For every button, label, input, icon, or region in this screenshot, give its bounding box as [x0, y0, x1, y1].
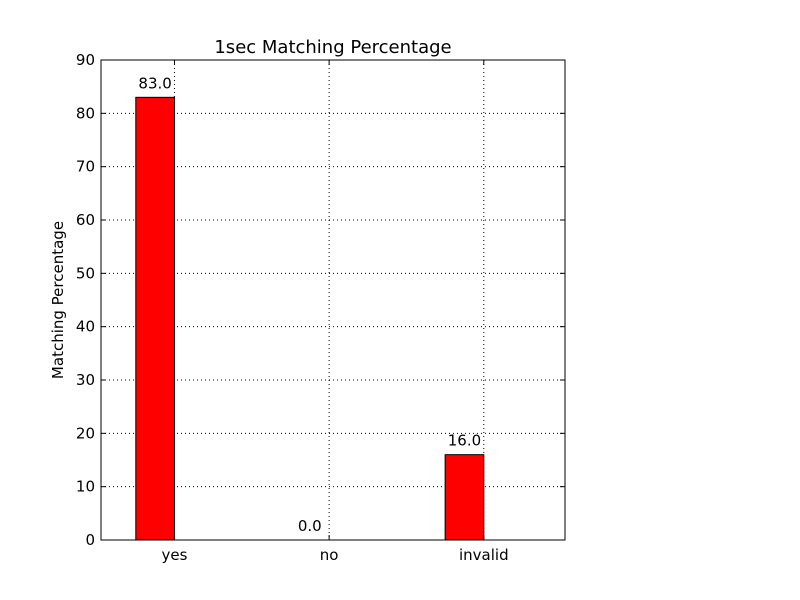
- bar-yes: [135, 96, 175, 541]
- y-tick-label: 80: [76, 104, 95, 122]
- y-tick-label: 10: [76, 478, 95, 496]
- chart-title: 1sec Matching Percentage: [214, 37, 451, 58]
- y-tick-label: 90: [76, 51, 95, 69]
- y-tick-label: 20: [76, 424, 95, 442]
- bars: [135, 96, 485, 541]
- y-tick-label: 50: [76, 264, 95, 282]
- value-label-invalid: 16.0: [448, 432, 481, 450]
- y-tick-label: 0: [85, 531, 95, 549]
- x-tick-label: yes: [162, 546, 188, 564]
- axis-ticks: [101, 59, 565, 541]
- x-tick-label: invalid: [459, 546, 509, 564]
- bar-invalid: [444, 454, 485, 541]
- plot-frame: [100, 59, 566, 541]
- y-axis-label: Matching Percentage: [49, 221, 67, 379]
- y-tick-label: 60: [76, 211, 95, 229]
- y-tick-label: 40: [76, 318, 95, 336]
- value-label-yes: 83.0: [138, 74, 171, 92]
- x-tick-label: no: [320, 546, 339, 564]
- y-tick-label: 30: [76, 371, 95, 389]
- tick-labels: 0 10 20 30 40 50 60 70 80 90 yes 83.0 no 0.0 invalid 16…: [76, 51, 509, 564]
- value-label-no: 0.0: [298, 517, 322, 535]
- y-tick-label: 70: [76, 158, 95, 176]
